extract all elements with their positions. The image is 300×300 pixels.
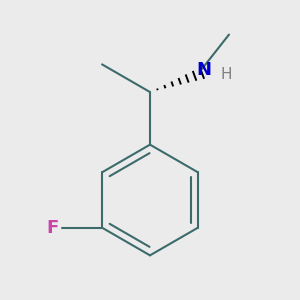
Text: H: H <box>220 68 232 82</box>
Text: F: F <box>46 219 58 237</box>
Text: N: N <box>196 61 211 79</box>
